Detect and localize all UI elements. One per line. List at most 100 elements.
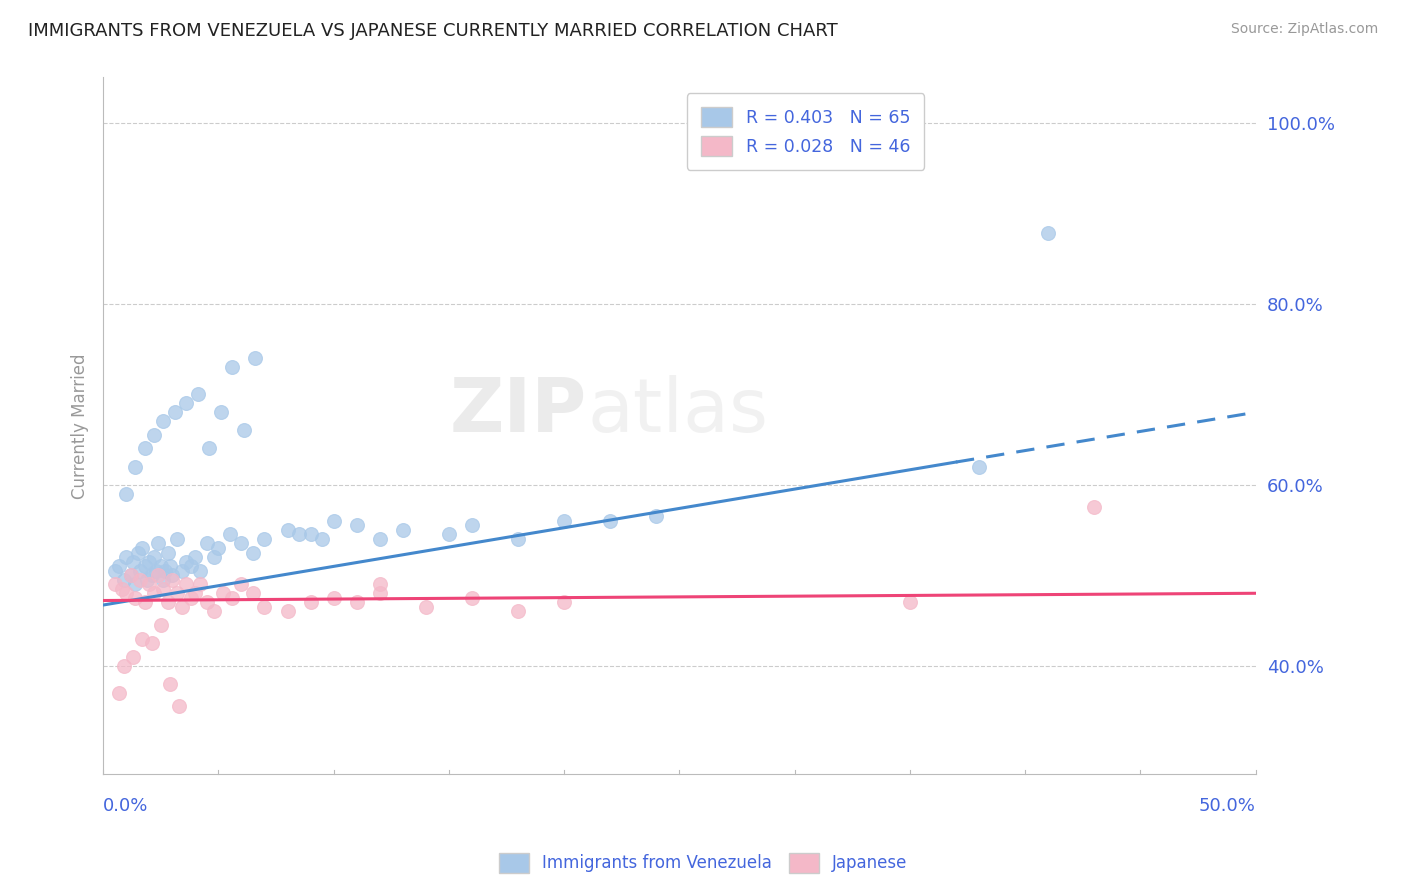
Point — [138, 555, 160, 569]
Point — [180, 591, 202, 605]
Point — [242, 586, 264, 600]
Point — [368, 577, 391, 591]
Point — [346, 595, 368, 609]
Point — [148, 536, 170, 550]
Point — [195, 595, 218, 609]
Point — [108, 559, 131, 574]
Point — [232, 423, 254, 437]
Point — [212, 586, 235, 600]
Point — [253, 599, 276, 614]
Point — [149, 559, 172, 574]
Point — [368, 532, 391, 546]
Text: Source: ZipAtlas.com: Source: ZipAtlas.com — [1230, 22, 1378, 37]
Point — [108, 686, 131, 700]
Point — [299, 595, 322, 609]
Point — [288, 527, 311, 541]
Point — [155, 564, 177, 578]
Point — [198, 442, 221, 456]
Point — [129, 573, 152, 587]
Point — [599, 514, 621, 528]
Point — [141, 636, 163, 650]
Point — [174, 577, 197, 591]
Text: ZIP: ZIP — [450, 376, 588, 449]
Point — [209, 405, 232, 419]
Point — [131, 541, 153, 555]
Point — [127, 545, 149, 559]
Point — [221, 359, 243, 374]
Point — [253, 532, 276, 546]
Point — [299, 527, 322, 541]
Point — [184, 586, 207, 600]
Point — [180, 559, 202, 574]
Point — [170, 564, 193, 578]
Point — [134, 442, 156, 456]
Point — [346, 518, 368, 533]
Point — [115, 550, 138, 565]
Point — [202, 550, 225, 565]
Point — [311, 532, 333, 546]
Point — [124, 591, 146, 605]
Point — [152, 573, 174, 587]
Point — [141, 568, 163, 582]
Point — [134, 559, 156, 574]
Point — [152, 582, 174, 596]
Point — [163, 405, 186, 419]
Point — [122, 649, 145, 664]
Point — [152, 414, 174, 428]
Point — [322, 514, 344, 528]
Point — [162, 568, 184, 582]
Point — [277, 523, 299, 537]
Point — [135, 573, 157, 587]
Point — [129, 564, 152, 578]
Point — [124, 577, 146, 591]
Text: atlas: atlas — [588, 376, 768, 449]
Point — [187, 387, 209, 401]
Point — [159, 559, 181, 574]
Point — [188, 577, 211, 591]
Text: 0.0%: 0.0% — [103, 797, 149, 815]
Point — [134, 595, 156, 609]
Point — [506, 532, 529, 546]
Point — [142, 550, 165, 565]
Point — [277, 604, 299, 618]
Point — [967, 459, 990, 474]
Point — [166, 532, 188, 546]
Point — [437, 527, 460, 541]
Point — [120, 568, 142, 582]
Point — [1083, 500, 1105, 515]
Point — [112, 573, 135, 587]
Text: 50.0%: 50.0% — [1199, 797, 1256, 815]
Point — [553, 514, 575, 528]
Point — [242, 545, 264, 559]
Point — [174, 396, 197, 410]
Legend: R = 0.403   N = 65, R = 0.028   N = 46: R = 0.403 N = 65, R = 0.028 N = 46 — [688, 93, 924, 169]
Point — [219, 527, 242, 541]
Point — [188, 564, 211, 578]
Point — [104, 577, 127, 591]
Point — [202, 604, 225, 618]
Legend: Immigrants from Venezuela, Japanese: Immigrants from Venezuela, Japanese — [492, 847, 914, 880]
Point — [1038, 226, 1060, 240]
Point — [115, 586, 138, 600]
Point — [207, 541, 229, 555]
Point — [142, 586, 165, 600]
Point — [184, 550, 207, 565]
Point — [231, 577, 253, 591]
Point — [138, 577, 160, 591]
Point — [245, 351, 267, 365]
Point — [167, 699, 190, 714]
Point — [231, 536, 253, 550]
Point — [110, 582, 132, 596]
Point — [149, 618, 172, 632]
Point — [461, 591, 484, 605]
Point — [145, 564, 167, 578]
Point — [156, 545, 179, 559]
Point — [645, 509, 668, 524]
Point — [368, 586, 391, 600]
Point — [162, 573, 184, 587]
Point — [461, 518, 484, 533]
Point — [898, 595, 921, 609]
Point — [195, 536, 218, 550]
Point — [170, 599, 193, 614]
Point — [104, 564, 127, 578]
